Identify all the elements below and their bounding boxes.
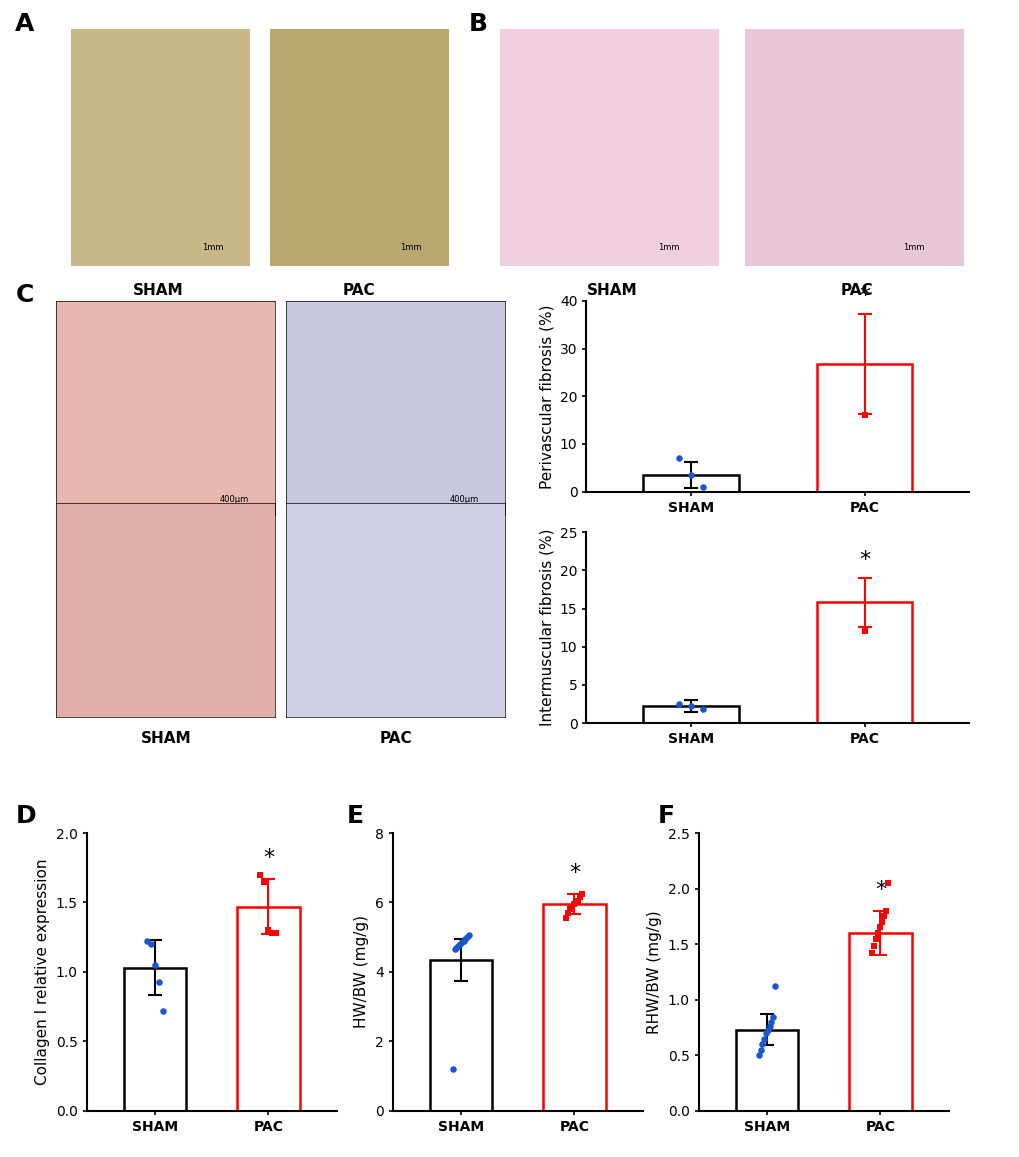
Text: 400μm: 400μm bbox=[449, 495, 478, 504]
Text: 400μm: 400μm bbox=[220, 495, 249, 504]
Point bbox=[444, 1060, 461, 1078]
Bar bbox=[642, 706, 738, 723]
Point bbox=[682, 697, 698, 715]
Point bbox=[764, 1008, 781, 1026]
Text: C: C bbox=[15, 283, 34, 308]
Bar bbox=[123, 967, 185, 1111]
Point bbox=[155, 1002, 171, 1020]
Point bbox=[457, 930, 473, 949]
Text: 1mm: 1mm bbox=[202, 243, 223, 252]
Point bbox=[694, 478, 710, 496]
Text: 1mm: 1mm bbox=[902, 243, 923, 252]
Y-axis label: Collagen I relative expression: Collagen I relative expression bbox=[35, 858, 50, 1085]
Point bbox=[268, 923, 284, 942]
Point bbox=[566, 896, 582, 914]
Text: F: F bbox=[657, 804, 675, 828]
Text: *: * bbox=[263, 848, 274, 868]
Point bbox=[139, 933, 155, 951]
Point bbox=[461, 926, 477, 944]
Point bbox=[875, 907, 892, 926]
Text: *: * bbox=[569, 863, 580, 884]
Point bbox=[669, 694, 686, 713]
Y-axis label: Perivascular fibrosis (%): Perivascular fibrosis (%) bbox=[539, 304, 553, 488]
Text: PAC: PAC bbox=[840, 283, 872, 299]
Point bbox=[863, 944, 879, 963]
Text: *: * bbox=[858, 286, 869, 307]
Point bbox=[568, 893, 584, 912]
Point bbox=[447, 938, 464, 957]
Point bbox=[865, 937, 881, 956]
Text: B: B bbox=[469, 12, 488, 36]
Point bbox=[147, 956, 163, 974]
Point bbox=[572, 889, 588, 907]
Point bbox=[869, 923, 886, 942]
Text: E: E bbox=[346, 804, 364, 828]
Point bbox=[260, 921, 276, 939]
Point bbox=[750, 1046, 766, 1064]
Point bbox=[759, 1020, 775, 1039]
Point bbox=[856, 622, 872, 641]
Text: 1mm: 1mm bbox=[400, 243, 422, 252]
Y-axis label: RHW/BW (mg/g): RHW/BW (mg/g) bbox=[646, 911, 661, 1033]
Point bbox=[856, 406, 872, 425]
Point bbox=[879, 874, 896, 892]
Text: 1mm: 1mm bbox=[657, 243, 679, 252]
Point bbox=[559, 904, 576, 922]
Text: SHAM: SHAM bbox=[586, 283, 637, 299]
Point bbox=[264, 923, 280, 942]
Point bbox=[877, 901, 894, 920]
Point bbox=[753, 1034, 769, 1053]
Point bbox=[564, 898, 580, 916]
Point bbox=[760, 1017, 776, 1036]
Point bbox=[757, 1024, 773, 1042]
Bar bbox=[816, 603, 912, 723]
Point bbox=[574, 884, 590, 902]
Point bbox=[570, 891, 586, 909]
Y-axis label: HW/BW (mg/g): HW/BW (mg/g) bbox=[354, 915, 369, 1029]
Text: A: A bbox=[15, 12, 35, 36]
Point bbox=[453, 933, 470, 951]
Text: SHAM: SHAM bbox=[132, 283, 183, 299]
Point bbox=[873, 913, 890, 931]
Bar bbox=[816, 363, 912, 492]
Point bbox=[454, 931, 471, 950]
Text: D: D bbox=[15, 804, 36, 828]
Point bbox=[252, 865, 268, 884]
Point bbox=[451, 935, 468, 953]
Bar bbox=[642, 476, 738, 492]
Point bbox=[143, 935, 159, 953]
Bar bbox=[735, 1030, 797, 1111]
Point bbox=[694, 700, 710, 718]
Bar bbox=[849, 933, 911, 1111]
Point bbox=[755, 1030, 771, 1048]
Point bbox=[459, 928, 475, 946]
Point bbox=[682, 466, 698, 485]
Point bbox=[871, 919, 888, 937]
Point bbox=[669, 449, 686, 467]
Bar bbox=[237, 907, 300, 1111]
Text: SHAM: SHAM bbox=[141, 731, 192, 746]
Point bbox=[561, 900, 578, 919]
Text: PAC: PAC bbox=[379, 731, 412, 746]
Point bbox=[557, 909, 574, 928]
Text: PAC: PAC bbox=[342, 283, 375, 299]
Point bbox=[256, 872, 272, 891]
Point bbox=[766, 977, 783, 995]
Text: *: * bbox=[858, 551, 869, 570]
Bar bbox=[429, 960, 491, 1111]
Point bbox=[752, 1040, 768, 1059]
Point bbox=[762, 1012, 779, 1031]
Y-axis label: Intermuscular fibrosis (%): Intermuscular fibrosis (%) bbox=[539, 529, 553, 727]
Text: *: * bbox=[874, 879, 886, 900]
Bar bbox=[543, 905, 605, 1111]
Point bbox=[151, 972, 167, 990]
Point bbox=[446, 939, 463, 958]
Point bbox=[449, 937, 466, 956]
Point bbox=[867, 929, 883, 948]
